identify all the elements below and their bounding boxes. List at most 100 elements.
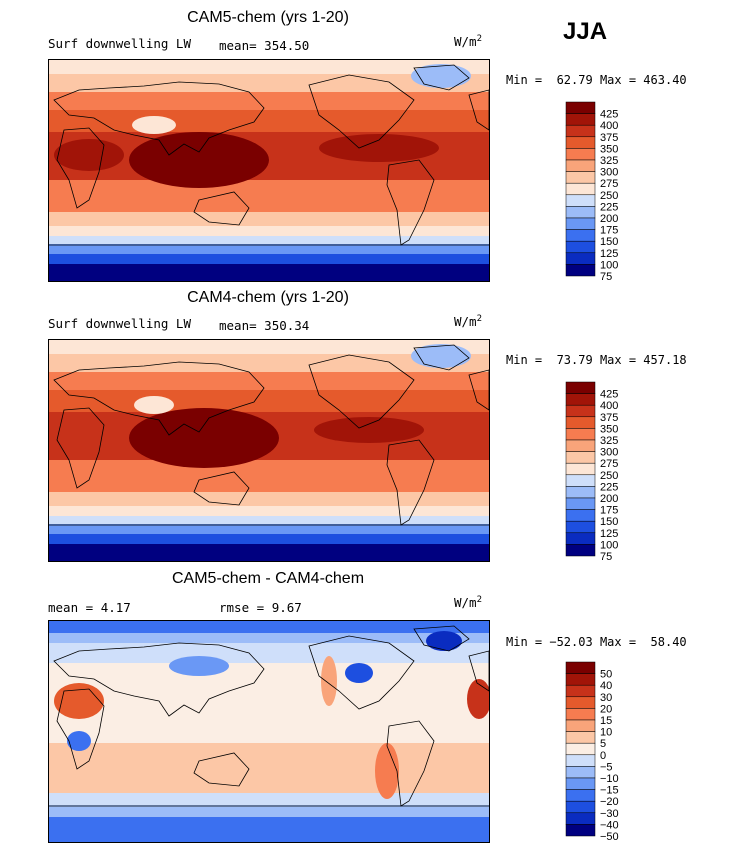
panel3-rmse: rmse = 9.67 (219, 600, 302, 615)
map-band (49, 180, 489, 212)
colorbar-tick-label: 425 (600, 109, 618, 121)
warm-pool (129, 132, 269, 188)
panel2-colorbar: 425 400 375 350 325 300 275 250 225 200 175 150 125 1… (565, 381, 636, 563)
colorbar-box (565, 532, 596, 545)
colorbar-box (565, 474, 596, 487)
map-band (49, 110, 489, 132)
colorbar-tick-label: 10 (600, 727, 612, 739)
panel3-colorbar: 50 40 30 20 15 10 5 0 −5 −10 −15 −20 −30 −40 −50 (565, 661, 636, 843)
coastlines (49, 344, 489, 526)
colorbar-tick-label: −50 (600, 831, 619, 843)
colorbar-box (565, 462, 596, 476)
colorbar-tick-label: −40 (600, 819, 619, 831)
colorbar-box (565, 159, 596, 172)
colorbar-tick-label: 5 (600, 738, 606, 750)
map-band (49, 643, 489, 663)
map-band (49, 340, 489, 354)
colorbar-tick-label: 300 (600, 167, 618, 179)
anomaly (375, 743, 399, 799)
map-band (49, 544, 489, 561)
map-band (49, 534, 489, 544)
colorbar-box (565, 451, 596, 464)
colorbar-tick-label: −30 (600, 808, 619, 820)
warm-pool (319, 134, 439, 162)
colorbar-box (565, 766, 596, 779)
warm-pool (54, 139, 124, 171)
colorbar-box (565, 661, 596, 674)
map-band (49, 460, 489, 492)
map-band (49, 524, 489, 534)
colorbar-box (565, 264, 596, 277)
colorbar-tick-label: 125 (600, 528, 618, 540)
panel3-units: W/m2 (454, 595, 482, 611)
panel3-minmax: Min = −52.03 Max = 58.40 (506, 635, 687, 649)
panel2-units: W/m2 (454, 314, 482, 330)
panel2-map (48, 339, 490, 562)
colorbar-tick-label: 125 (600, 248, 618, 260)
panel1-colorbar: 425 400 375 350 325 300 275 250 225 200 175 150 125 1… (565, 101, 636, 283)
colorbar-tick-label: 375 (600, 132, 618, 144)
season-label: JJA (563, 18, 608, 45)
anomaly (467, 679, 489, 719)
map-band (49, 663, 489, 743)
map-band (49, 264, 489, 281)
greenland-low (411, 64, 471, 88)
panel1-minmax: Min = 62.79 Max = 463.40 (506, 73, 687, 87)
colorbar-box (565, 217, 596, 230)
colorbar-box (565, 240, 596, 254)
colorbar-tick-label: 425 (600, 389, 618, 401)
colorbar-tick-label: 225 (600, 201, 618, 213)
panel2-title: CAM4-chem (yrs 1-20) (187, 289, 349, 306)
colorbar-tick-label: 400 (600, 120, 618, 132)
panel1-variable: Surf downwelling LW (48, 36, 191, 51)
map-band (49, 516, 489, 524)
map-band (49, 236, 489, 244)
colorbar-tick-label: 175 (600, 225, 618, 237)
panel1-map (48, 59, 490, 282)
map-band (49, 633, 489, 643)
anomaly (345, 663, 373, 683)
map-band (49, 390, 489, 412)
colorbar-tick-label: −20 (600, 796, 619, 808)
colorbar-box (565, 486, 596, 499)
map-band (49, 621, 489, 633)
colorbar-tick-label: 75 (600, 551, 612, 563)
colorbar-box (565, 509, 596, 522)
anomaly (67, 731, 91, 751)
map-band (49, 60, 489, 74)
colorbar-tick-label: 225 (600, 481, 618, 493)
colorbar-box (565, 684, 596, 698)
colorbar-box (565, 393, 596, 406)
greenland-low (411, 344, 471, 368)
panel2-minmax: Min = 73.79 Max = 457.18 (506, 353, 687, 367)
colorbar-box (565, 800, 596, 814)
colorbar-tick-label: 0 (600, 750, 606, 762)
colorbar-box (565, 206, 596, 219)
map-band (49, 506, 489, 516)
colorbar-box (565, 673, 596, 686)
map-band (49, 244, 489, 254)
colorbar-box (565, 696, 596, 709)
colorbar-box (565, 544, 596, 557)
panel1-units: W/m2 (454, 34, 482, 50)
colorbar-box (565, 777, 596, 790)
colorbar-tick-label: 250 (600, 470, 618, 482)
colorbar-box (565, 229, 596, 242)
colorbar-box (565, 812, 596, 825)
map-band (49, 74, 489, 92)
colorbar-box (565, 101, 596, 114)
coastlines (49, 64, 489, 246)
panel1-mean: mean= 354.50 (219, 38, 310, 53)
colorbar-tick-label: −15 (600, 785, 619, 797)
colorbar-tick-label: 350 (600, 423, 618, 435)
map-band (49, 254, 489, 264)
colorbar-tick-label: 40 (600, 680, 612, 692)
colorbar-box (565, 520, 596, 534)
map-band (49, 372, 489, 390)
anomaly (426, 631, 462, 651)
colorbar-tick-label: 300 (600, 447, 618, 459)
colorbar-box (565, 194, 596, 207)
colorbar-tick-label: 75 (600, 271, 612, 283)
colorbar-tick-label: 350 (600, 143, 618, 155)
colorbar-tick-label: 30 (600, 692, 612, 704)
